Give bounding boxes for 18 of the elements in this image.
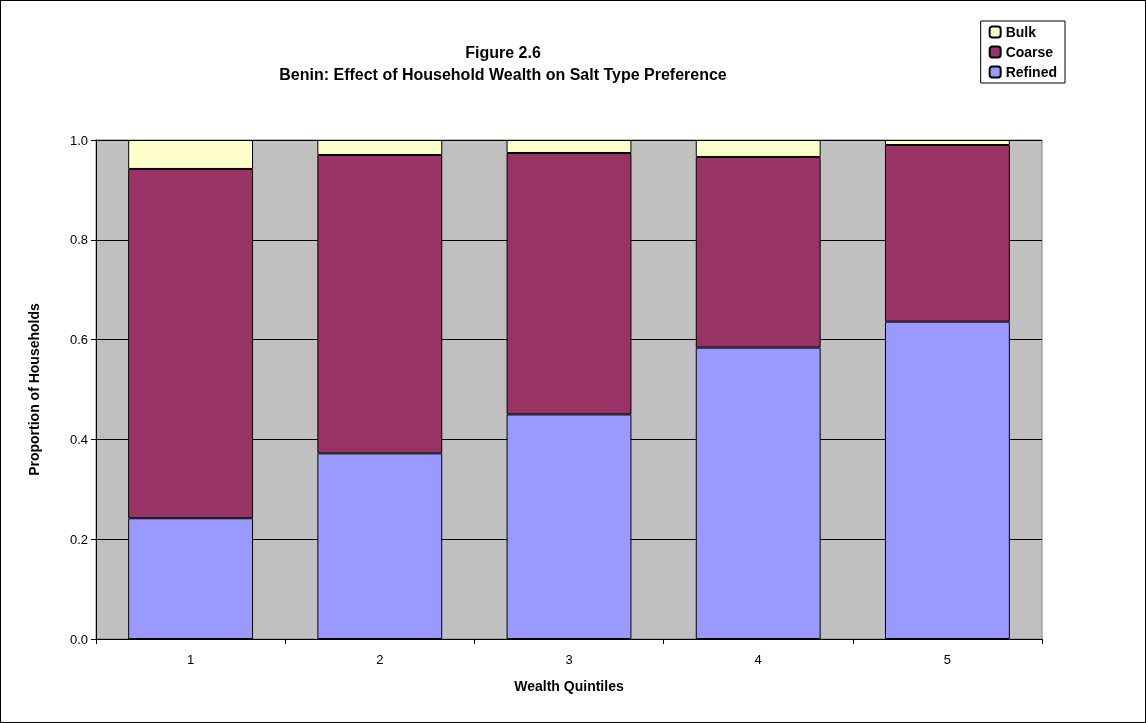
x-tick-label: 5 xyxy=(943,652,952,667)
chart-subtitle: Benin: Effect of Household Wealth on Salt Type Preference xyxy=(279,65,727,83)
x-axis-title: Wealth Quintiles xyxy=(514,678,624,694)
legend-label: Refined xyxy=(1005,64,1058,80)
x-tick-label: 3 xyxy=(565,652,573,667)
x-tick-label: 1 xyxy=(186,652,195,667)
y-tick-label: 0.2 xyxy=(69,531,88,547)
y-tick-label: 1.0 xyxy=(69,132,88,148)
x-tick-label: 4 xyxy=(754,652,762,667)
chart-title: Figure 2.6 xyxy=(465,43,541,61)
y-axis-title: Proportion of Households xyxy=(26,302,42,476)
y-tick-label: 0.0 xyxy=(69,631,88,647)
y-tick-label: 0.4 xyxy=(69,431,88,447)
legend-label: Coarse xyxy=(1005,44,1054,60)
x-tick-label: 2 xyxy=(376,652,384,667)
y-tick-label: 0.8 xyxy=(69,232,88,248)
y-tick-label: 0.6 xyxy=(69,332,88,348)
legend-label: Bulk xyxy=(1005,24,1037,40)
